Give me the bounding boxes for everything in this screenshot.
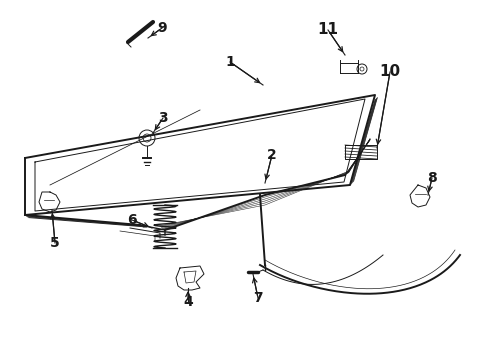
Text: 9: 9 (157, 21, 167, 35)
Text: 11: 11 (318, 22, 339, 37)
Text: 3: 3 (158, 111, 168, 125)
Text: 7: 7 (253, 291, 263, 305)
Text: 5: 5 (50, 236, 60, 250)
Text: 8: 8 (427, 171, 437, 185)
Text: 10: 10 (379, 64, 400, 80)
Text: 6: 6 (127, 213, 137, 227)
Text: 1: 1 (225, 55, 235, 69)
Text: 4: 4 (183, 295, 193, 309)
Text: 2: 2 (267, 148, 277, 162)
